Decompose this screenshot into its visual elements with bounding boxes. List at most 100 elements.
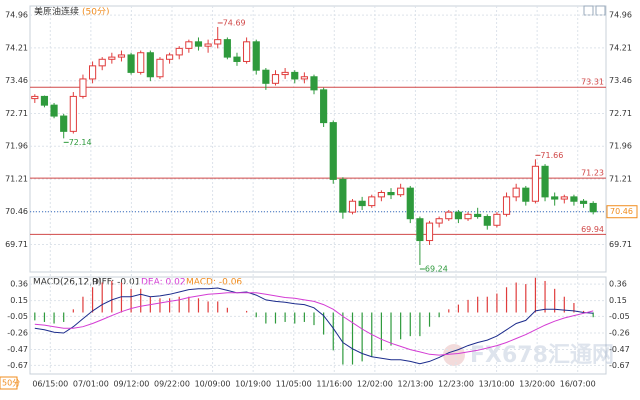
candle-body [416,218,424,242]
candle-body [137,52,145,73]
candle-body [204,43,212,47]
candle-body [560,196,568,200]
candle-body [512,187,520,198]
y-tick-label-right: 74.96 [609,11,632,20]
candle-body [271,74,280,84]
candle-body [185,41,193,49]
x-tick-label: 13/10:00 [479,380,515,389]
x-tick-label: 10/19:00 [235,380,271,389]
x-tick-label: 06/15:00 [32,380,68,389]
y-tick-label: 0.15 [10,296,28,305]
y-tick-label-right: 72.71 [609,109,632,118]
y-tick-label: 71.21 [5,174,28,183]
macd-label: MACD: -0.06 [186,278,242,288]
y-tick-label-right: 74.21 [609,43,632,52]
candle-body [252,41,260,71]
candle-body [233,56,241,62]
candle-body [194,41,203,47]
x-tick-label: 10/09:00 [195,380,231,389]
tool-icon[interactable] [595,5,606,16]
candle-body [502,196,511,215]
candle-body [368,196,376,207]
x-tick-label: 13/20:00 [519,380,555,389]
candle-body [69,95,77,132]
candle-body [108,56,116,60]
y-tick-label: -0.67 [7,361,28,370]
candle-body [291,71,299,80]
watermark: FX678 汇通网 [443,343,614,368]
level-label: 71.23 [581,169,604,178]
annotation: 74.69 [223,18,246,27]
candle-body [223,39,231,58]
x-tick-label: 11/05:00 [276,380,312,389]
candle-body [40,95,49,106]
candle-body [50,104,58,117]
candle-body [387,192,395,196]
diff-label: DIFF: -0.01 [92,278,140,288]
y-tick-label-right: 71.21 [609,174,632,183]
tool-icon[interactable] [583,5,594,16]
candle-body [551,196,559,200]
candle-body [281,71,289,76]
x-tick-label: 11/16:00 [316,380,352,389]
candle-body [454,211,462,220]
candle-body [474,213,482,218]
y-tick-label: 74.96 [5,11,28,20]
x-tick-label: 07/01:00 [73,380,109,389]
candle-body [310,76,318,91]
candle-body [445,211,453,220]
candle-body [166,54,174,60]
period-tag: 50分 [2,379,20,388]
candle-body [339,178,347,213]
y-tick-label-right: -0.47 [609,345,630,354]
y-tick-label-right: -0.67 [609,361,630,370]
diff-line [34,287,594,365]
y-tick-label-right: 0.15 [609,296,627,305]
candle-body [589,202,597,213]
candle-body [570,196,578,202]
candle-body [98,58,106,67]
period-tag-box [0,376,18,390]
candle-body [397,187,405,196]
y-tick-label: 71.96 [5,142,28,151]
x-tick-label: 09/22:00 [154,380,190,389]
dea-label: DEA: 0.02 [141,278,186,288]
candle-body [243,41,251,62]
y-tick-label: -0.26 [7,328,28,337]
candle-body [146,52,154,78]
y-tick-label-right: 71.96 [609,142,632,151]
y-tick-label: 73.46 [5,76,28,85]
macd-frame [29,276,607,375]
y-tick-label-right: 73.46 [609,76,632,85]
y-tick-label: 69.71 [5,240,28,249]
dea-line [34,292,594,356]
candle-body [175,47,183,56]
candle-body [435,218,443,224]
candle-body [425,222,434,242]
candle-body [531,165,540,202]
candle-body [329,122,337,180]
candle-body [493,213,501,226]
y-tick-label: 74.21 [5,43,28,52]
y-tick-label-right: -0.26 [609,328,630,337]
candle-body [60,115,68,132]
y-tick-label: 0.36 [10,280,28,289]
y-tick-label: -0.05 [7,312,28,321]
candle-body [579,200,588,204]
x-tick-label: 12/13:00 [397,380,433,389]
candle-body [79,78,87,97]
y-tick-label: 70.46 [5,207,28,216]
annotation: 71.66 [540,151,563,160]
candle-body [358,200,366,207]
main-frame [29,5,607,273]
candle-body [117,54,126,58]
candle-body [156,58,164,78]
candle-body [88,65,97,80]
macd-title: MACD(26,12,9) [33,278,101,288]
x-tick-label: 09/12:00 [113,380,149,389]
candle-body [464,213,472,220]
candle-body [320,89,328,124]
candle-body [483,216,491,226]
last-price-box [606,205,638,219]
